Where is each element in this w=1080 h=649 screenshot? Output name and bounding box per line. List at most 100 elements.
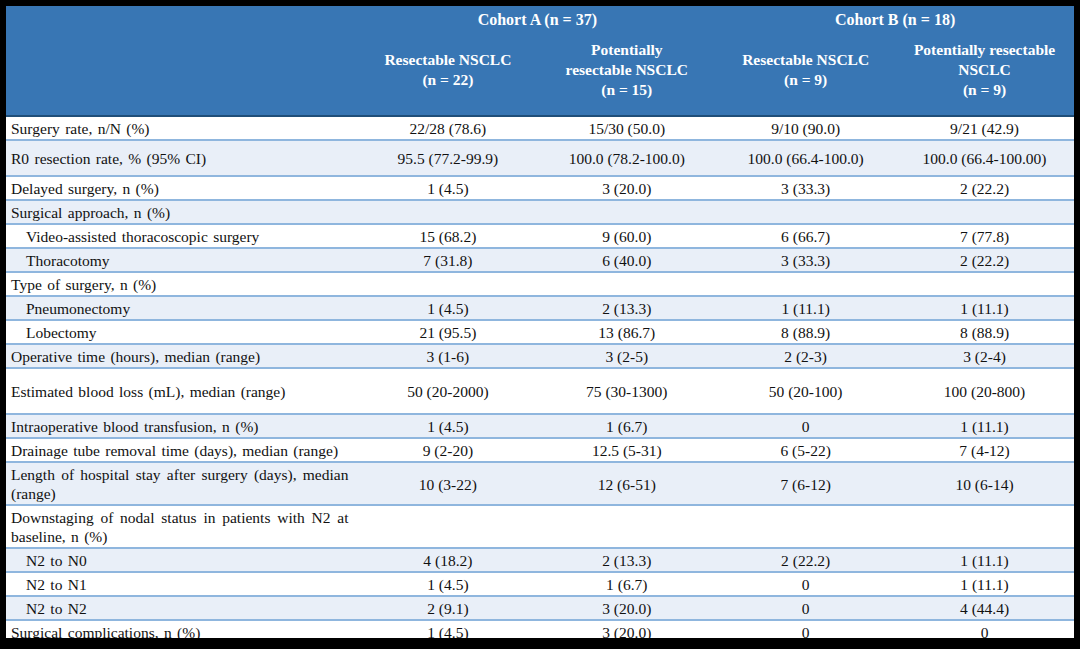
cell-value: 1 (4.5) (358, 414, 537, 438)
column-header-row: Resectable NSCLC (n = 22) Potentially re… (6, 31, 1074, 116)
cell-value (895, 505, 1074, 548)
cell-value: 9 (2-20) (358, 438, 537, 462)
row-label: N2 to N2 (6, 596, 358, 620)
cell-value: 3 (1-6) (358, 344, 537, 368)
cell-value: 0 (716, 596, 895, 620)
cell-value: 100.0 (78.2-100.0) (537, 140, 716, 176)
row-label: Intraoperative blood transfusion, n (%) (6, 414, 358, 438)
table-row-downstaging: Downstaging of nodal status in patients … (6, 505, 1074, 548)
cell-value: 2 (2-3) (716, 344, 895, 368)
cell-value (716, 272, 895, 296)
row-label: N2 to N0 (6, 548, 358, 572)
cell-value: 2 (9.1) (358, 596, 537, 620)
row-label: Length of hospital stay after surgery (d… (6, 462, 358, 505)
cell-value: 1 (11.1) (895, 572, 1074, 596)
header-spacer (6, 6, 358, 31)
table-row-vats: Video-assisted thoracoscopic surgery 15 … (6, 224, 1074, 248)
cell-value: 95.5 (77.2-99.9) (358, 140, 537, 176)
cell-value: 3 (20.0) (537, 620, 716, 638)
surgical-outcomes-table: Cohort A (n = 37) Cohort B (n = 18) Rese… (6, 6, 1074, 638)
cohort-header-row: Cohort A (n = 37) Cohort B (n = 18) (6, 6, 1074, 31)
table-row-n2-to-n1: N2 to N1 1 (4.5) 1 (6.7) 0 1 (11.1) (6, 572, 1074, 596)
column-header-potentially-resectable-b: Potentially resectable NSCLC (n = 9) (895, 31, 1074, 116)
cell-value: 9/21 (42.9) (895, 116, 1074, 140)
cell-value: 21 (95.5) (358, 320, 537, 344)
table-row-n2-to-n0: N2 to N0 4 (18.2) 2 (13.3) 2 (22.2) 1 (1… (6, 548, 1074, 572)
row-label: Pneumonectomy (6, 296, 358, 320)
cell-value: 8 (88.9) (895, 320, 1074, 344)
cell-value: 15/30 (50.0) (537, 116, 716, 140)
cell-value: 1 (6.7) (537, 414, 716, 438)
row-label: Thoracotomy (6, 248, 358, 272)
table-row-r0-resection: R0 resection rate, % (95% CI) 95.5 (77.2… (6, 140, 1074, 176)
row-label: Surgical approach, n (%) (6, 200, 358, 224)
table-row-lobectomy: Lobectomy 21 (95.5) 13 (86.7) 8 (88.9) 8… (6, 320, 1074, 344)
table-row-delayed-surgery: Delayed surgery, n (%) 1 (4.5) 3 (20.0) … (6, 176, 1074, 200)
cell-value: 4 (44.4) (895, 596, 1074, 620)
cell-value: 0 (716, 414, 895, 438)
cell-value (358, 272, 537, 296)
cell-value: 3 (2-4) (895, 344, 1074, 368)
cell-value: 1 (6.7) (537, 572, 716, 596)
cell-value: 2 (13.3) (537, 548, 716, 572)
row-label: Operative time (hours), median (range) (6, 344, 358, 368)
row-label: Type of surgery, n (%) (6, 272, 358, 296)
cell-value: 6 (5-22) (716, 438, 895, 462)
cell-value (716, 505, 895, 548)
cell-value (716, 200, 895, 224)
cell-value: 1 (4.5) (358, 620, 537, 638)
row-label: N2 to N1 (6, 572, 358, 596)
cell-value (537, 272, 716, 296)
cell-value: 3 (2-5) (537, 344, 716, 368)
cell-value: 0 (895, 620, 1074, 638)
table-row-pneumonectomy: Pneumonectomy 1 (4.5) 2 (13.3) 1 (11.1) … (6, 296, 1074, 320)
cell-value: 7 (4-12) (895, 438, 1074, 462)
cell-value: 12 (6-51) (537, 462, 716, 505)
cell-value: 9 (60.0) (537, 224, 716, 248)
table-row-hospital-stay: Length of hospital stay after surgery (d… (6, 462, 1074, 505)
table-row-operative-time: Operative time (hours), median (range) 3… (6, 344, 1074, 368)
column-header-resectable-a: Resectable NSCLC (n = 22) (358, 31, 537, 116)
cell-value: 100 (20-800) (895, 368, 1074, 414)
cell-value: 1 (11.1) (895, 296, 1074, 320)
table-row-type-of-surgery: Type of surgery, n (%) (6, 272, 1074, 296)
table-row-n2-to-n2: N2 to N2 2 (9.1) 3 (20.0) 0 4 (44.4) (6, 596, 1074, 620)
cell-value: 0 (716, 620, 895, 638)
cell-value: 7 (6-12) (716, 462, 895, 505)
cell-value (895, 272, 1074, 296)
cell-value: 4 (18.2) (358, 548, 537, 572)
cell-value: 3 (20.0) (537, 176, 716, 200)
cell-value (895, 200, 1074, 224)
table-header: Cohort A (n = 37) Cohort B (n = 18) Rese… (6, 6, 1074, 116)
cell-value: 2 (22.2) (716, 548, 895, 572)
cell-value: 9/10 (90.0) (716, 116, 895, 140)
cell-value: 15 (68.2) (358, 224, 537, 248)
row-label: Surgery rate, n/N (%) (6, 116, 358, 140)
cohort-b-header: Cohort B (n = 18) (716, 6, 1074, 31)
cell-value: 2 (22.2) (895, 248, 1074, 272)
table-body: Surgery rate, n/N (%) 22/28 (78.6) 15/30… (6, 116, 1074, 638)
cell-value: 50 (20-2000) (358, 368, 537, 414)
cell-value: 2 (13.3) (537, 296, 716, 320)
row-label: Surgical complications, n (%) (6, 620, 358, 638)
table-row-surgical-approach: Surgical approach, n (%) (6, 200, 1074, 224)
cell-value: 13 (86.7) (537, 320, 716, 344)
table-row-thoracotomy: Thoracotomy 7 (31.8) 6 (40.0) 3 (33.3) 2… (6, 248, 1074, 272)
cell-value: 75 (30-1300) (537, 368, 716, 414)
table-row-blood-transfusion: Intraoperative blood transfusion, n (%) … (6, 414, 1074, 438)
cell-value: 100.0 (66.4-100.0) (716, 140, 895, 176)
cell-value: 12.5 (5-31) (537, 438, 716, 462)
cell-value: 0 (716, 572, 895, 596)
column-header-resectable-b: Resectable NSCLC (n = 9) (716, 31, 895, 116)
cell-value: 6 (66.7) (716, 224, 895, 248)
table-row-blood-loss: Estimated blood loss (mL), median (range… (6, 368, 1074, 414)
cohort-a-header: Cohort A (n = 37) (358, 6, 716, 31)
cell-value (537, 200, 716, 224)
table-row-surgical-complications: Surgical complications, n (%) 1 (4.5) 3 … (6, 620, 1074, 638)
cell-value: 7 (31.8) (358, 248, 537, 272)
cell-value: 3 (33.3) (716, 176, 895, 200)
row-label: Video-assisted thoracoscopic surgery (6, 224, 358, 248)
cell-value: 8 (88.9) (716, 320, 895, 344)
cell-value: 1 (4.5) (358, 176, 537, 200)
cell-value: 1 (11.1) (895, 414, 1074, 438)
